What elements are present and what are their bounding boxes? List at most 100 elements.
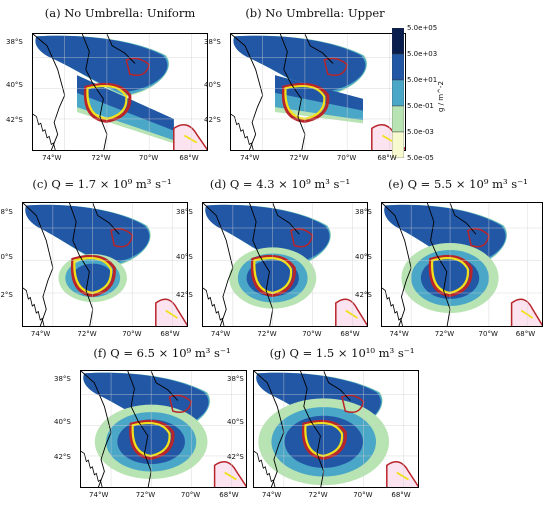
y-tick-label: 40°S: [0, 253, 13, 261]
panel-title: (b) No Umbrella: Upper: [245, 6, 385, 20]
x-tick-label: 70°W: [478, 330, 498, 338]
colorbar-tick-label: 5.0e-05: [407, 154, 434, 162]
red-contour: [70, 254, 116, 298]
border: [106, 34, 136, 64]
yellow-contour: [73, 257, 113, 295]
colorbar-swatch: [392, 131, 404, 158]
border: [92, 203, 120, 235]
red-contour: [386, 461, 418, 487]
coastline: [231, 113, 254, 150]
x-tick-label: 74°W: [261, 491, 282, 499]
red-contour: [301, 419, 347, 460]
border: [300, 371, 325, 487]
map-plot: [230, 33, 406, 151]
x-tick-label: 70°W: [122, 330, 142, 338]
x-tick-label: 70°W: [138, 154, 159, 162]
border: [304, 34, 334, 64]
x-tick-label: 68°W: [219, 491, 239, 499]
map-plot: [22, 202, 188, 327]
deposit-field: [25, 204, 151, 303]
y-tick-label: 38°S: [204, 38, 221, 47]
x-tick-label: 72°W: [434, 330, 455, 338]
border: [150, 371, 179, 401]
y-tick-label: 38°S: [0, 208, 13, 216]
border: [69, 203, 94, 326]
red-contour: [281, 82, 330, 123]
coastline: [81, 450, 103, 487]
coastline: [33, 113, 56, 150]
x-tick-label: 70°W: [180, 491, 201, 499]
yellow-contour: [396, 471, 409, 481]
y-tick-label: 40°S: [176, 253, 193, 261]
border: [249, 203, 274, 326]
yellow-contour: [345, 309, 358, 319]
x-tick-label: 68°W: [340, 330, 360, 338]
deposit-map: [81, 371, 246, 487]
colorbar-units: g / m^-2: [437, 81, 445, 112]
coastline: [254, 450, 276, 487]
y-tick-label: 38°S: [54, 375, 71, 384]
x-tick-label: 70°W: [302, 330, 322, 338]
colorbar-tick-label: 5.0e-03: [407, 128, 434, 136]
deposit-map: [33, 34, 207, 150]
map-plot: [32, 33, 208, 151]
yellow-contour: [520, 309, 534, 319]
red-contour: [83, 82, 132, 123]
yellow-contour: [284, 85, 326, 121]
red-contour: [335, 298, 367, 326]
yellow-contour: [131, 422, 171, 458]
yellow-contour: [86, 85, 128, 121]
map-plot: [381, 202, 543, 327]
colorbar-tick-label: 5.0e+01: [407, 76, 438, 84]
deposit-field: [35, 35, 174, 144]
panel-title: (c) Q = 1.7 × 10⁹ m³ s⁻¹: [32, 177, 172, 191]
x-tick-label: 72°W: [257, 330, 277, 338]
border: [127, 371, 152, 487]
y-tick-label: 38°S: [176, 208, 193, 216]
x-tick-label: 72°W: [135, 491, 156, 499]
plume-band: [25, 204, 150, 264]
colorbar-swatch: [392, 79, 404, 107]
y-tick-label: 42°S: [227, 453, 244, 462]
yellow-contour: [304, 422, 344, 458]
colorbar-swatches: [392, 28, 404, 158]
x-tick-label: 72°W: [91, 154, 111, 162]
x-tick-label: 74°W: [240, 154, 260, 162]
y-tick-label: 42°S: [54, 453, 71, 462]
x-tick-label: 72°W: [77, 330, 97, 338]
plume-band: [35, 35, 168, 93]
border: [81, 34, 108, 150]
yellow-contour: [253, 257, 293, 295]
red-contour: [250, 254, 296, 298]
yellow-contour: [431, 257, 470, 295]
red-contour: [213, 461, 246, 487]
coastline: [203, 287, 225, 326]
deposit-map: [254, 371, 418, 487]
yellow-contour: [224, 471, 237, 481]
coastline: [33, 34, 66, 150]
x-tick-label: 68°W: [515, 330, 536, 338]
colorbar-swatch: [392, 53, 404, 81]
colorbar: [392, 28, 404, 158]
colorbar-tick-label: 5.0e-01: [407, 102, 434, 110]
red-contour: [428, 254, 473, 298]
coastline: [203, 203, 234, 326]
panel-title: (g) Q = 1.5 × 10¹⁰ m³ s⁻¹: [269, 346, 415, 360]
deposit-map: [23, 203, 187, 326]
border: [323, 371, 351, 401]
red-contour: [129, 419, 175, 460]
x-tick-label: 74°W: [42, 154, 62, 162]
coastline: [81, 371, 112, 487]
colorbar-swatch: [392, 28, 404, 55]
y-tick-label: 40°S: [54, 417, 71, 426]
y-tick-label: 42°S: [355, 290, 372, 299]
coastline: [231, 34, 264, 150]
panel-title: (a) No Umbrella: Uniform: [44, 6, 196, 20]
x-tick-label: 70°W: [336, 154, 357, 162]
plume-band: [233, 35, 366, 93]
y-tick-label: 40°S: [227, 417, 244, 426]
deposit-map: [203, 203, 367, 326]
x-tick-label: 70°W: [353, 491, 373, 499]
x-tick-label: 74°W: [389, 330, 409, 338]
y-tick-label: 40°S: [6, 80, 23, 89]
